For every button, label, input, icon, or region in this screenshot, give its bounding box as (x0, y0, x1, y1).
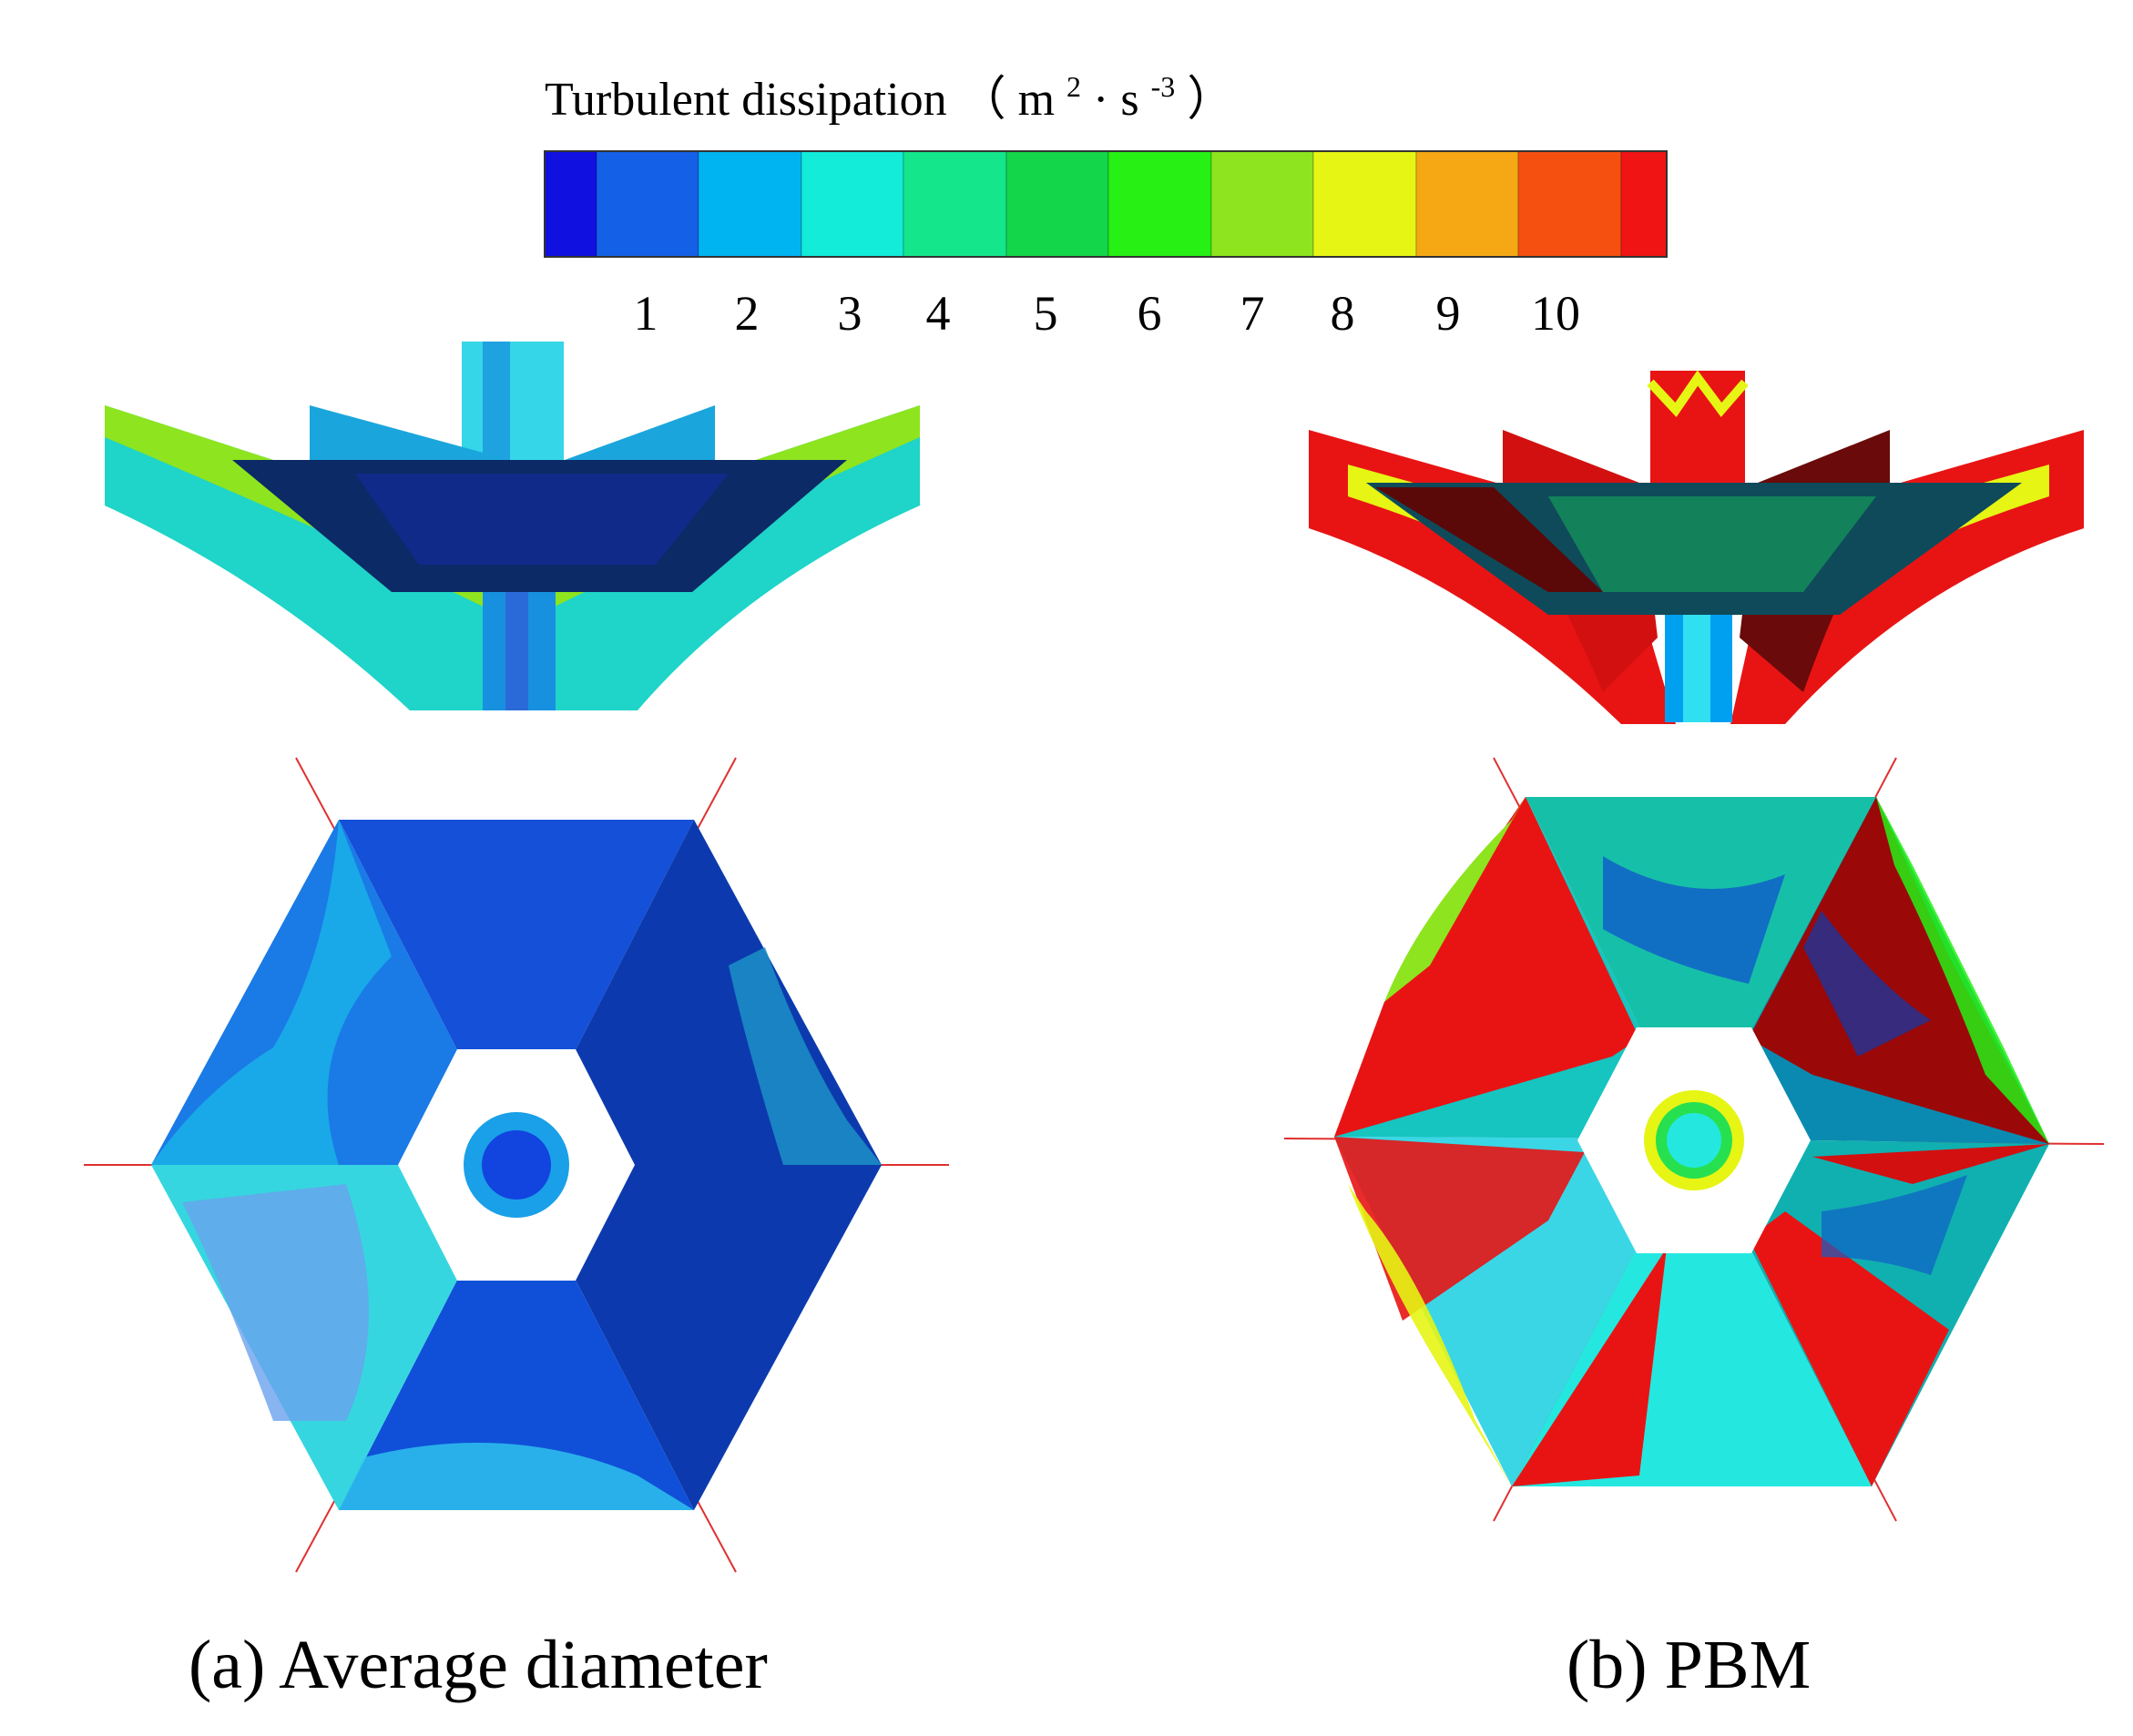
legend-colorbar (544, 150, 1668, 258)
legend-tick-label: 5 (1034, 286, 1058, 341)
legend-title-text: Turbulent dissipation (545, 74, 947, 126)
legend-tick-label: 4 (926, 286, 951, 341)
legend-swatch (544, 150, 597, 258)
legend-swatch (1415, 150, 1519, 258)
svg-text:Turbulent dissipation （: Turbulent dissipation （ m 2 · s -3 ） (545, 56, 1234, 126)
panel-b-top-view (1283, 757, 2105, 1522)
legend-tick-label: 10 (1531, 286, 1580, 341)
legend-swatch (1620, 150, 1668, 258)
panel-b-shaft-top (1650, 371, 1745, 489)
legend-swatch (903, 150, 1007, 258)
legend-swatch (1107, 150, 1212, 258)
legend-tick-labels: 1 2 3 4 5 6 7 8 9 10 (634, 286, 1581, 341)
legend-tick-label: 7 (1240, 286, 1265, 341)
legend-title: Turbulent dissipation （ m 2 · s -3 ） (545, 56, 1234, 126)
legend-tick-label: 6 (1138, 286, 1162, 341)
caption-panel-b: (b) PBM (1567, 1627, 1811, 1703)
panel-a-shaft-top (462, 342, 564, 469)
legend-colorbar-frame (544, 150, 1668, 258)
panel-b-side-view (1309, 370, 2084, 724)
legend-swatch (1005, 150, 1109, 258)
legend-swatch (596, 150, 699, 258)
panel-b-hub (1667, 1113, 1721, 1168)
legend-tick-label: 1 (634, 286, 658, 341)
legend-swatch (1517, 150, 1622, 258)
legend-swatch (698, 150, 802, 258)
legend-swatch (801, 150, 904, 258)
legend-tick-label: 2 (735, 286, 760, 341)
caption-panel-a: (a) Average diameter (189, 1627, 768, 1703)
legend-swatch (1312, 150, 1417, 258)
legend-tick-label: 3 (838, 286, 862, 341)
legend-swatch (1210, 150, 1314, 258)
panel-a-side-view (105, 342, 920, 710)
legend-tick-label: 8 (1331, 286, 1355, 341)
panel-a-hub (482, 1130, 551, 1200)
panel-a-top-view (84, 757, 949, 1573)
legend-tick-label: 9 (1436, 286, 1461, 341)
